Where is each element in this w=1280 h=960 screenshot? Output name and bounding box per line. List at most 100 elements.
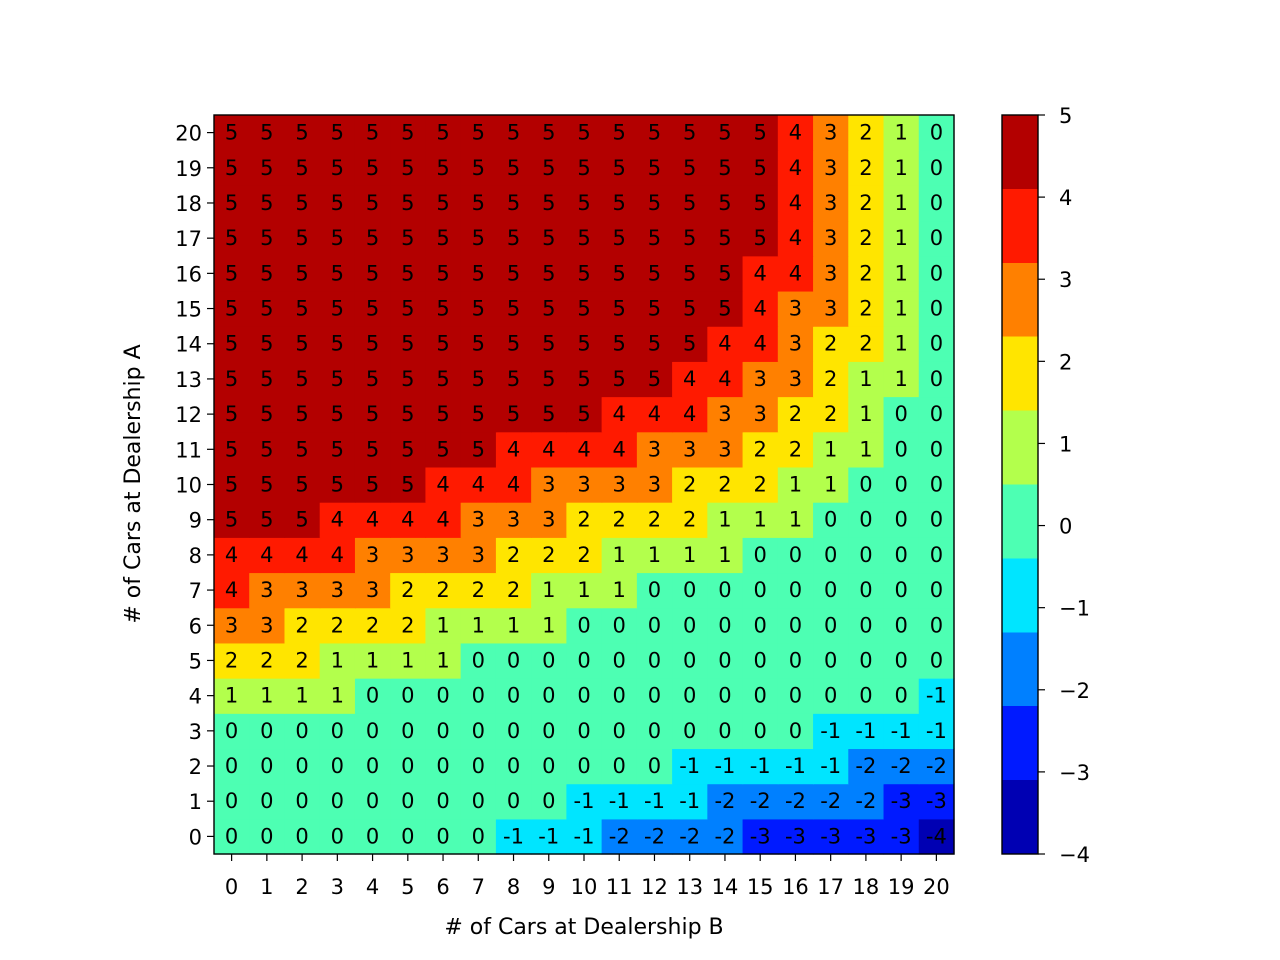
cell-label: 0 — [225, 824, 238, 848]
x-tick-label: 6 — [436, 875, 449, 899]
cell-label: -2 — [926, 754, 947, 778]
x-tick-label: 18 — [853, 875, 880, 899]
cell-label: 2 — [613, 508, 626, 532]
cell-label: 4 — [683, 367, 696, 391]
heatmap-cell — [813, 185, 849, 222]
cell-label: 4 — [331, 543, 344, 567]
x-tick-label: 3 — [331, 875, 344, 899]
cell-label: 2 — [824, 332, 837, 356]
cell-label: -1 — [609, 789, 630, 813]
heatmap-cell — [813, 713, 849, 750]
cell-label: 0 — [683, 684, 696, 708]
cell-label: 5 — [295, 226, 308, 250]
heatmap-cell — [284, 537, 321, 574]
heatmap-cell — [918, 466, 955, 503]
cell-label: -4 — [926, 824, 947, 848]
y-tick-label: 3 — [189, 720, 202, 744]
heatmap-cell — [566, 466, 603, 503]
cell-label: 0 — [718, 613, 731, 637]
cell-label: 1 — [507, 613, 520, 637]
cell-label: 5 — [577, 332, 590, 356]
colorbar-tick-label: 3 — [1059, 268, 1072, 292]
heatmap-cell — [249, 748, 286, 785]
heatmap-cell — [777, 255, 814, 292]
cell-label: 0 — [648, 754, 661, 778]
heatmap-cell — [566, 290, 603, 327]
cell-label: 5 — [295, 402, 308, 426]
cell-label: 0 — [401, 824, 414, 848]
heatmap-cell — [707, 537, 744, 574]
cell-label: 2 — [577, 508, 590, 532]
y-tick-label: 18 — [175, 192, 202, 216]
heatmap-cell — [566, 642, 603, 679]
cell-label: 5 — [648, 297, 661, 321]
x-tick-label: 16 — [782, 875, 809, 899]
cell-label: 0 — [507, 648, 520, 672]
heatmap-cell — [354, 537, 391, 574]
heatmap-cell — [918, 607, 955, 644]
heatmap-cell — [707, 361, 744, 398]
heatmap-cell — [390, 537, 427, 574]
cell-label: 0 — [472, 719, 485, 743]
cell-label: 0 — [894, 578, 907, 602]
heatmap-cell — [707, 396, 744, 433]
cell-label: 2 — [859, 156, 872, 180]
heatmap-cell — [636, 537, 673, 574]
y-axis-label: # of Cars at Dealership A — [121, 344, 146, 623]
cell-label: 1 — [648, 543, 661, 567]
heatmap-cell — [601, 607, 638, 644]
heatmap-cell — [425, 818, 462, 855]
cell-label: 0 — [930, 261, 943, 285]
heatmap-cell — [214, 818, 250, 855]
cell-label: 0 — [824, 543, 837, 567]
heatmap-cell — [566, 431, 603, 468]
heatmap-cell — [918, 572, 955, 609]
cell-label: 0 — [225, 789, 238, 813]
cell-label: 5 — [472, 332, 485, 356]
cell-label: 5 — [260, 437, 273, 461]
cell-label: 2 — [295, 613, 308, 637]
heatmap-cell — [425, 326, 462, 362]
cell-label: 5 — [507, 297, 520, 321]
cell-label: 3 — [718, 402, 731, 426]
cell-label: 5 — [366, 156, 379, 180]
heatmap-cell — [601, 115, 638, 151]
cell-label: 5 — [366, 473, 379, 497]
heatmap-cell — [883, 678, 920, 714]
cell-label: 1 — [542, 613, 555, 637]
x-tick-label: 5 — [401, 875, 414, 899]
heatmap-cell — [249, 361, 286, 398]
heatmap-cell — [354, 361, 391, 398]
y-tick-label: 20 — [175, 122, 202, 146]
cell-label: 5 — [401, 437, 414, 461]
heatmap-cell — [319, 537, 356, 574]
cell-label: 0 — [542, 684, 555, 708]
heatmap-cell — [390, 572, 427, 609]
cell-label: 0 — [613, 648, 626, 672]
heatmap-cell — [601, 642, 638, 679]
heatmap-cell — [495, 431, 532, 468]
heatmap-cell — [531, 537, 567, 574]
cell-label: -2 — [609, 824, 630, 848]
heatmap-cell — [319, 466, 356, 503]
heatmap-cell — [848, 466, 885, 503]
heatmap-cell — [214, 431, 250, 468]
heatmap-cell — [672, 818, 708, 855]
cell-label: 2 — [859, 261, 872, 285]
cell-label: 0 — [894, 684, 907, 708]
cell-label: -2 — [644, 824, 665, 848]
heatmap-cell — [460, 502, 497, 538]
cell-label: 0 — [930, 226, 943, 250]
heatmap-cell — [566, 783, 603, 820]
y-tick-label: 8 — [189, 544, 202, 568]
heatmap-cell — [601, 326, 638, 362]
heatmap-cell — [319, 818, 356, 855]
heatmap-cell — [672, 290, 708, 327]
heatmap-cell — [354, 150, 391, 186]
cell-label: -1 — [820, 754, 841, 778]
heatmap-cell — [813, 220, 849, 257]
cell-label: 4 — [789, 191, 802, 215]
colorbar-tick-label: −1 — [1059, 597, 1090, 621]
cell-label: 0 — [894, 508, 907, 532]
cell-label: -1 — [679, 789, 700, 813]
